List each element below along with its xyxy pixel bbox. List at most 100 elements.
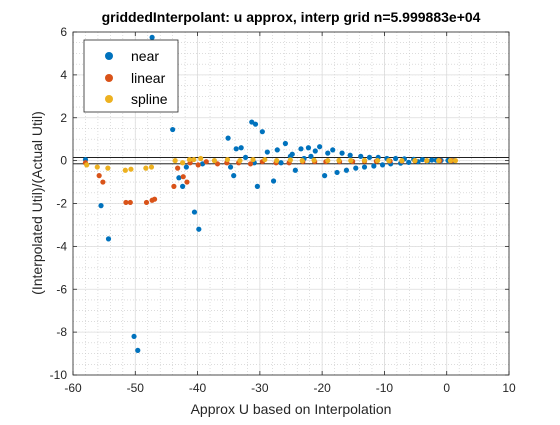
y-tick-label: 2 bbox=[60, 111, 67, 125]
spline-point bbox=[424, 158, 430, 164]
x-tick-label: -10 bbox=[376, 381, 394, 395]
spline-point bbox=[148, 164, 155, 170]
y-tick-label: 4 bbox=[60, 68, 67, 82]
y-tick-label: 6 bbox=[60, 25, 67, 39]
near-point bbox=[305, 145, 312, 151]
near-point bbox=[135, 347, 141, 353]
ticks bbox=[72, 31, 510, 376]
near-point bbox=[170, 126, 176, 133]
spline-point bbox=[436, 158, 442, 164]
y-tick-labels: -10 -8 -6 -4 -2 0 2 4 6 bbox=[50, 25, 68, 382]
spline-point bbox=[198, 155, 204, 162]
linear-point bbox=[195, 162, 201, 168]
near-point bbox=[322, 173, 328, 179]
linear-point bbox=[203, 159, 209, 165]
near-point bbox=[325, 150, 331, 156]
near-point bbox=[149, 34, 155, 40]
x-tick-label: -30 bbox=[251, 381, 269, 395]
near-point bbox=[196, 226, 202, 232]
linear-point bbox=[247, 161, 254, 167]
spline-point bbox=[143, 165, 149, 171]
legend-marker-spline bbox=[105, 95, 113, 103]
spline-point bbox=[361, 157, 368, 164]
spline-point bbox=[224, 156, 231, 163]
spline-point bbox=[84, 162, 90, 168]
spline-point bbox=[447, 158, 454, 164]
near-point bbox=[347, 152, 353, 158]
spline-point bbox=[94, 164, 100, 170]
spline-point bbox=[172, 158, 178, 164]
y-tick-label: -4 bbox=[56, 239, 67, 253]
legend-marker-near bbox=[105, 52, 113, 60]
near-point bbox=[254, 183, 260, 189]
x-tick-labels: -60 -50 -40 -30 -20 -10 0 10 bbox=[64, 381, 516, 395]
near-point bbox=[358, 153, 364, 159]
linear-point bbox=[96, 173, 102, 179]
y-tick-label: -8 bbox=[56, 325, 67, 339]
near-point bbox=[180, 183, 186, 189]
near-point bbox=[308, 153, 314, 159]
y-tick-label: -6 bbox=[56, 282, 67, 296]
spline-point bbox=[386, 158, 392, 164]
near-point bbox=[289, 151, 295, 157]
y-axis-label: (Interpolated Util)/(Actual Util) bbox=[29, 111, 45, 295]
spline-point bbox=[274, 158, 280, 164]
spline-point bbox=[374, 158, 381, 164]
near-point bbox=[98, 203, 104, 209]
linear-point bbox=[151, 196, 158, 202]
near-point bbox=[298, 146, 304, 152]
x-tick-label: -60 bbox=[64, 381, 82, 395]
near-point bbox=[343, 167, 350, 173]
near-point bbox=[330, 147, 336, 153]
near-point bbox=[419, 156, 426, 163]
series-layer bbox=[82, 34, 459, 353]
near-point bbox=[353, 165, 359, 171]
near-point bbox=[278, 160, 284, 166]
x-tick-label: 10 bbox=[502, 381, 516, 395]
spline-point bbox=[250, 156, 256, 163]
spline-point bbox=[180, 160, 186, 166]
spline-point bbox=[186, 156, 193, 163]
legend-box bbox=[83, 39, 179, 113]
spline-point bbox=[105, 165, 111, 171]
series-spline bbox=[84, 155, 459, 173]
near-point bbox=[312, 148, 318, 154]
near-point bbox=[225, 135, 231, 141]
spline-point bbox=[211, 158, 217, 164]
spline-point bbox=[299, 158, 305, 164]
near-point bbox=[270, 178, 277, 184]
x-tick-label: -20 bbox=[313, 381, 331, 395]
spline-point bbox=[452, 158, 459, 164]
near-point bbox=[429, 157, 435, 163]
linear-point bbox=[214, 161, 221, 167]
near-point bbox=[371, 163, 377, 169]
y-tick-label: -10 bbox=[50, 368, 68, 382]
spline-point bbox=[325, 158, 331, 164]
spline-point bbox=[348, 158, 354, 164]
near-point bbox=[366, 154, 373, 161]
x-tick-label: 0 bbox=[443, 381, 450, 395]
spline-point bbox=[237, 158, 243, 164]
spline-point bbox=[311, 157, 317, 163]
linear-point bbox=[175, 165, 181, 171]
near-point bbox=[191, 209, 198, 215]
near-point bbox=[242, 154, 249, 161]
y-tick-label: 0 bbox=[60, 154, 67, 168]
near-point bbox=[274, 147, 280, 153]
near-point bbox=[406, 159, 412, 165]
spline-point bbox=[399, 158, 405, 164]
near-point bbox=[317, 144, 323, 150]
x-tick-label: -40 bbox=[189, 381, 207, 395]
linear-point bbox=[100, 179, 106, 185]
legend-label-near: near bbox=[131, 48, 159, 64]
x-tick-label: -50 bbox=[127, 381, 145, 395]
legend-label-linear: linear bbox=[131, 70, 166, 86]
spline-point bbox=[128, 166, 134, 172]
near-point bbox=[227, 164, 234, 170]
linear-point bbox=[123, 199, 129, 206]
near-point bbox=[176, 175, 182, 181]
near-point bbox=[339, 150, 345, 156]
spline-point bbox=[262, 156, 268, 163]
